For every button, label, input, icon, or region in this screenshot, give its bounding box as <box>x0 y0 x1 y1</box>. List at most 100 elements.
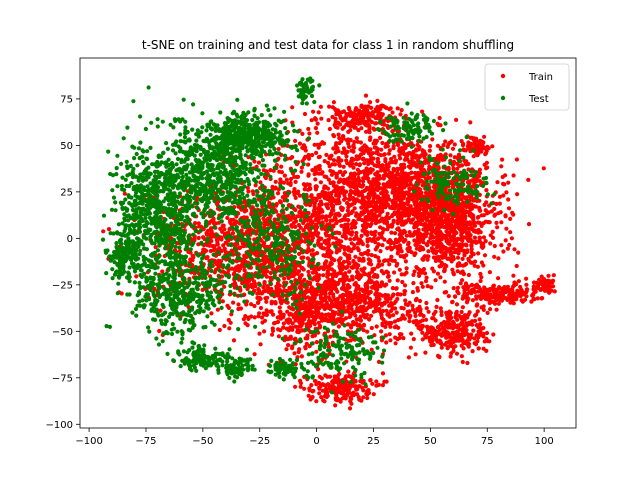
scatter-point <box>432 201 438 206</box>
scatter-point <box>304 250 310 255</box>
scatter-point <box>268 275 273 280</box>
scatter-point <box>242 268 247 273</box>
scatter-point <box>455 255 461 260</box>
scatter-point <box>278 177 283 182</box>
scatter-point <box>288 176 294 182</box>
scatter-point <box>476 251 481 256</box>
scatter-point <box>438 247 443 252</box>
scatter-point <box>299 165 304 170</box>
scatter-point <box>347 193 353 198</box>
scatter-point <box>212 247 217 252</box>
scatter-point <box>474 240 479 245</box>
scatter-point <box>484 160 489 165</box>
scatter-point <box>442 279 447 284</box>
scatter-point <box>512 247 517 252</box>
scatter-point <box>418 309 423 314</box>
scatter-point <box>226 317 231 323</box>
scatter-point <box>373 240 378 245</box>
scatter-point <box>363 148 368 153</box>
scatter-point <box>487 300 492 306</box>
scatter-point <box>352 145 357 150</box>
scatter-point <box>385 165 390 170</box>
scatter-point <box>365 329 370 334</box>
scatter-point <box>455 155 460 160</box>
scatter-point <box>413 298 418 303</box>
scatter-point <box>446 318 452 323</box>
scatter-point <box>387 262 392 267</box>
scatter-point <box>349 230 354 235</box>
scatter-point <box>342 293 347 298</box>
scatter-point <box>385 293 391 298</box>
scatter-point <box>191 253 196 259</box>
scatter-point <box>379 235 384 240</box>
scatter-point <box>461 285 466 290</box>
scatter-point <box>481 304 486 309</box>
scatter-point <box>383 157 388 162</box>
scatter-point <box>422 232 427 237</box>
scatter-point <box>380 209 385 214</box>
scatter-point <box>374 185 379 190</box>
scatter-point <box>315 121 320 126</box>
scatter-point <box>207 243 212 248</box>
scatter-point <box>365 237 370 242</box>
scatter-point <box>423 279 429 284</box>
scatter-point <box>353 220 358 226</box>
scatter-point <box>505 246 510 251</box>
scatter-point <box>347 144 352 149</box>
scatter-point <box>395 251 400 256</box>
scatter-point <box>466 272 471 278</box>
scatter-point <box>552 289 557 294</box>
scatter-point <box>351 246 356 251</box>
scatter-point <box>393 158 398 163</box>
scatter-point <box>415 142 420 147</box>
scatter-point <box>317 210 322 215</box>
scatter-point <box>473 318 478 323</box>
scatter-point <box>390 286 395 291</box>
scatter-point <box>476 346 481 351</box>
scatter-point <box>488 241 493 246</box>
scatter-point <box>448 235 453 240</box>
scatter-point <box>443 213 448 218</box>
scatter-point <box>310 212 315 217</box>
scatter-point <box>293 207 298 213</box>
scatter-point <box>547 285 552 290</box>
scatter-point <box>399 272 404 277</box>
scatter-point <box>406 172 411 177</box>
scatter-point <box>478 208 483 213</box>
scatter-point <box>465 291 470 297</box>
scatter-point <box>403 181 408 186</box>
scatter-point <box>392 154 397 159</box>
scatter-point <box>395 244 400 249</box>
scatter-point <box>262 219 267 224</box>
scatter-point <box>430 137 435 142</box>
scatter-point <box>393 237 398 242</box>
scatter-point <box>397 193 403 199</box>
scatter-point <box>310 233 315 238</box>
scatter-point <box>293 271 298 276</box>
scatter-point <box>348 163 353 168</box>
scatter-point <box>433 309 438 314</box>
scatter-point <box>373 247 378 252</box>
scatter-point <box>284 177 289 182</box>
scatter-point <box>354 275 359 280</box>
scatter-point <box>438 123 443 128</box>
scatter-point <box>310 248 315 253</box>
scatter-point <box>312 142 317 147</box>
scatter-point <box>335 148 340 153</box>
scatter-point <box>307 131 312 136</box>
scatter-point <box>407 187 412 192</box>
scatter-point <box>393 306 398 311</box>
scatter-point <box>331 146 336 151</box>
scatter-point <box>414 147 419 152</box>
scatter-point <box>252 315 257 320</box>
scatter-point <box>322 195 327 200</box>
scatter-point <box>301 228 306 233</box>
scatter-point <box>401 336 406 341</box>
scatter-point <box>382 204 387 209</box>
scatter-point <box>462 253 467 258</box>
scatter-point <box>484 330 490 336</box>
scatter-point <box>257 311 262 316</box>
scatter-point <box>342 245 347 250</box>
scatter-point <box>485 310 490 315</box>
scatter-point <box>402 210 407 215</box>
